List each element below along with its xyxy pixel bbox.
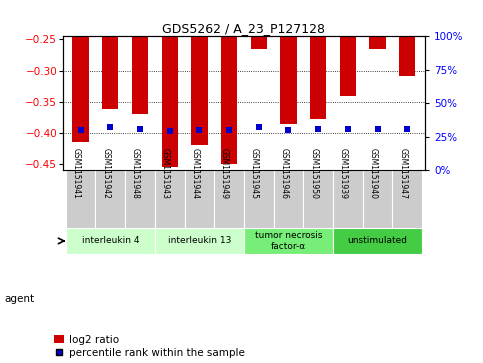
- Bar: [214, 170, 244, 228]
- Bar: [333, 170, 363, 228]
- Text: interleukin 4: interleukin 4: [82, 236, 139, 245]
- Bar: [96, 170, 125, 228]
- Text: GSM1151940: GSM1151940: [369, 148, 378, 199]
- Bar: [66, 228, 155, 254]
- Text: GSM1151942: GSM1151942: [101, 148, 110, 199]
- Bar: [280, 36, 297, 123]
- Bar: [102, 36, 118, 109]
- Bar: [340, 36, 356, 95]
- Bar: [244, 170, 273, 228]
- Bar: [363, 170, 392, 228]
- Text: GSM1151941: GSM1151941: [71, 148, 81, 199]
- Bar: [244, 228, 333, 254]
- Bar: [333, 228, 422, 254]
- Legend: log2 ratio, percentile rank within the sample: log2 ratio, percentile rank within the s…: [54, 335, 245, 358]
- Bar: [132, 36, 148, 114]
- Bar: [369, 36, 386, 49]
- Bar: [191, 36, 208, 146]
- Bar: [251, 36, 267, 49]
- Text: GSM1151945: GSM1151945: [250, 148, 259, 199]
- Text: GSM1151944: GSM1151944: [190, 148, 199, 199]
- Bar: [310, 36, 327, 119]
- Text: GSM1151950: GSM1151950: [309, 148, 318, 199]
- Text: interleukin 13: interleukin 13: [168, 236, 231, 245]
- Bar: [66, 170, 96, 228]
- Text: GSM1151939: GSM1151939: [339, 148, 348, 199]
- Bar: [155, 170, 185, 228]
- Text: GSM1151947: GSM1151947: [398, 148, 407, 199]
- Bar: [392, 170, 422, 228]
- Bar: [125, 170, 155, 228]
- Bar: [303, 170, 333, 228]
- Bar: [399, 36, 415, 76]
- Text: agent: agent: [5, 294, 35, 305]
- Bar: [161, 36, 178, 167]
- Text: GSM1151948: GSM1151948: [131, 148, 140, 199]
- Text: unstimulated: unstimulated: [348, 236, 408, 245]
- Bar: [221, 36, 237, 164]
- Text: GSM1151943: GSM1151943: [161, 148, 170, 199]
- Bar: [72, 36, 89, 142]
- Bar: [185, 170, 214, 228]
- Text: GSM1151946: GSM1151946: [280, 148, 288, 199]
- Bar: [155, 228, 244, 254]
- Text: tumor necrosis
factor-α: tumor necrosis factor-α: [255, 231, 322, 250]
- Bar: [273, 170, 303, 228]
- Text: GSM1151949: GSM1151949: [220, 148, 229, 199]
- Title: GDS5262 / A_23_P127128: GDS5262 / A_23_P127128: [162, 22, 326, 35]
